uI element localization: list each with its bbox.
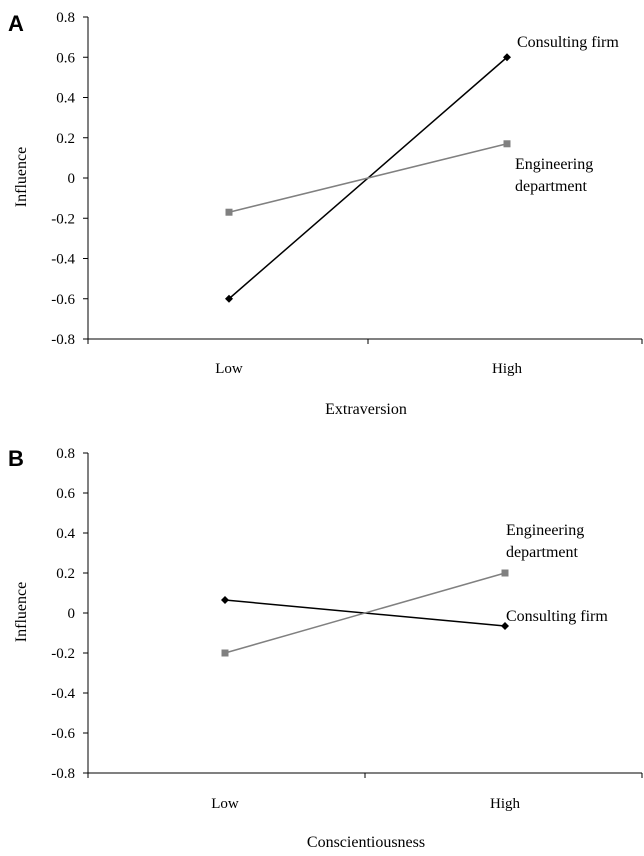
y-tick-label: -0.2 <box>51 646 75 662</box>
data-point <box>501 622 509 630</box>
data-point <box>503 53 511 62</box>
y-tick-label: 0 <box>68 171 76 187</box>
y-tick-label: -0.8 <box>51 766 75 782</box>
x-axis-label: Conscientiousness <box>307 834 425 851</box>
series-label: Consulting firm <box>506 608 608 625</box>
x-axis-label: Extraversion <box>325 401 407 418</box>
panel-letter: B <box>8 446 24 471</box>
y-tick-label: -0.4 <box>51 686 75 702</box>
y-tick-label: -0.4 <box>51 252 75 268</box>
y-tick-label: -0.6 <box>51 292 75 308</box>
y-tick-label: -0.6 <box>51 726 75 742</box>
y-axis-label: Influence <box>13 147 30 207</box>
y-tick-label: 0 <box>68 606 76 622</box>
y-axis-label: Influence <box>13 582 30 642</box>
data-point <box>501 569 509 577</box>
y-tick-label: 0.8 <box>56 446 75 462</box>
data-point <box>503 140 511 148</box>
data-point <box>225 294 233 303</box>
y-tick-label: -0.8 <box>51 332 75 348</box>
chart-panel-b: B Influence Conscientiousness 0.8 0.6 0.4 0… <box>8 446 643 851</box>
series-label: Engineering department <box>515 156 593 195</box>
panel-letter: A <box>8 11 24 36</box>
y-tick-label: 0.2 <box>56 131 75 147</box>
y-tick-label: 0.6 <box>56 50 75 66</box>
series-label: Engineering department <box>506 522 584 561</box>
x-tick-label: Low <box>211 796 239 812</box>
series-label: Consulting firm <box>517 34 619 51</box>
y-tick-label: -0.2 <box>51 211 75 227</box>
series-line <box>224 572 506 654</box>
series-line <box>228 143 508 213</box>
y-tick-label: 0.4 <box>56 526 75 542</box>
data-point <box>221 596 229 604</box>
y-tick-label: 0.4 <box>56 91 75 107</box>
data-point <box>221 649 229 657</box>
data-point <box>225 208 233 216</box>
y-tick-label: 0.8 <box>56 10 75 26</box>
y-tick-label: 0.2 <box>56 566 75 582</box>
x-tick-label: Low <box>215 361 243 377</box>
y-tick-label: 0.6 <box>56 486 75 502</box>
x-tick-label: High <box>492 361 523 377</box>
chart-panel-a: A Influence Extraversion 0.8 0.6 0.4 0.2 0 -0… <box>8 10 643 418</box>
x-tick-label: High <box>490 796 521 812</box>
